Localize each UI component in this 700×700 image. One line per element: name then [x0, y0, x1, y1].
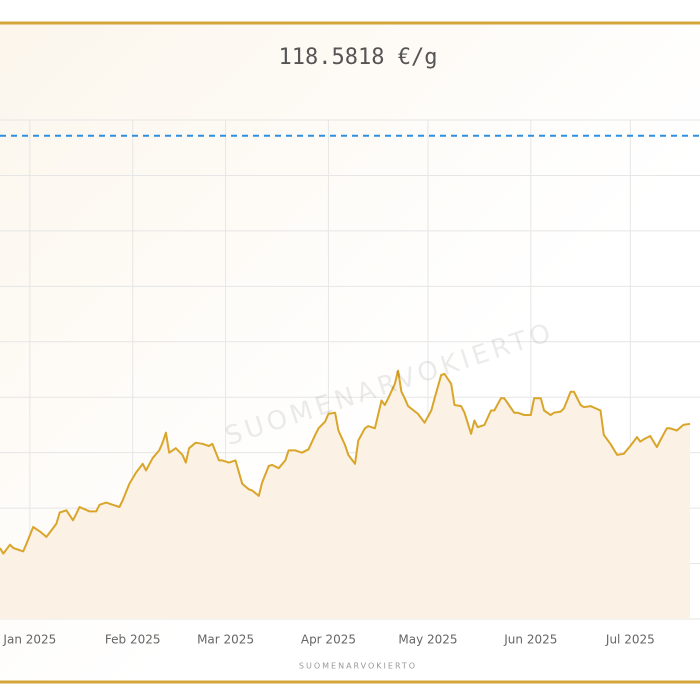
x-tick-label: Jul 2025 [605, 633, 655, 647]
area [0, 370, 690, 619]
frame [0, 21, 700, 684]
x-tick-label: Feb 2025 [105, 633, 161, 647]
x-tick-label: Jun 2025 [503, 633, 557, 647]
x-tick-label: Mar 2025 [197, 633, 254, 647]
x-tick-label: Apr 2025 [301, 633, 356, 647]
x-tick-label: Jan 2025 [2, 633, 56, 647]
chart-title: 118.5818 €/g [279, 45, 438, 70]
plot: Jan 2025 Feb 2025 Mar 2025 Apr 2025 May 2025… [0, 134, 700, 647]
footer-logo: SUOMENARVOKIERTO [299, 662, 417, 671]
x-tick-label: May 2025 [398, 633, 457, 647]
line [0, 369, 691, 555]
